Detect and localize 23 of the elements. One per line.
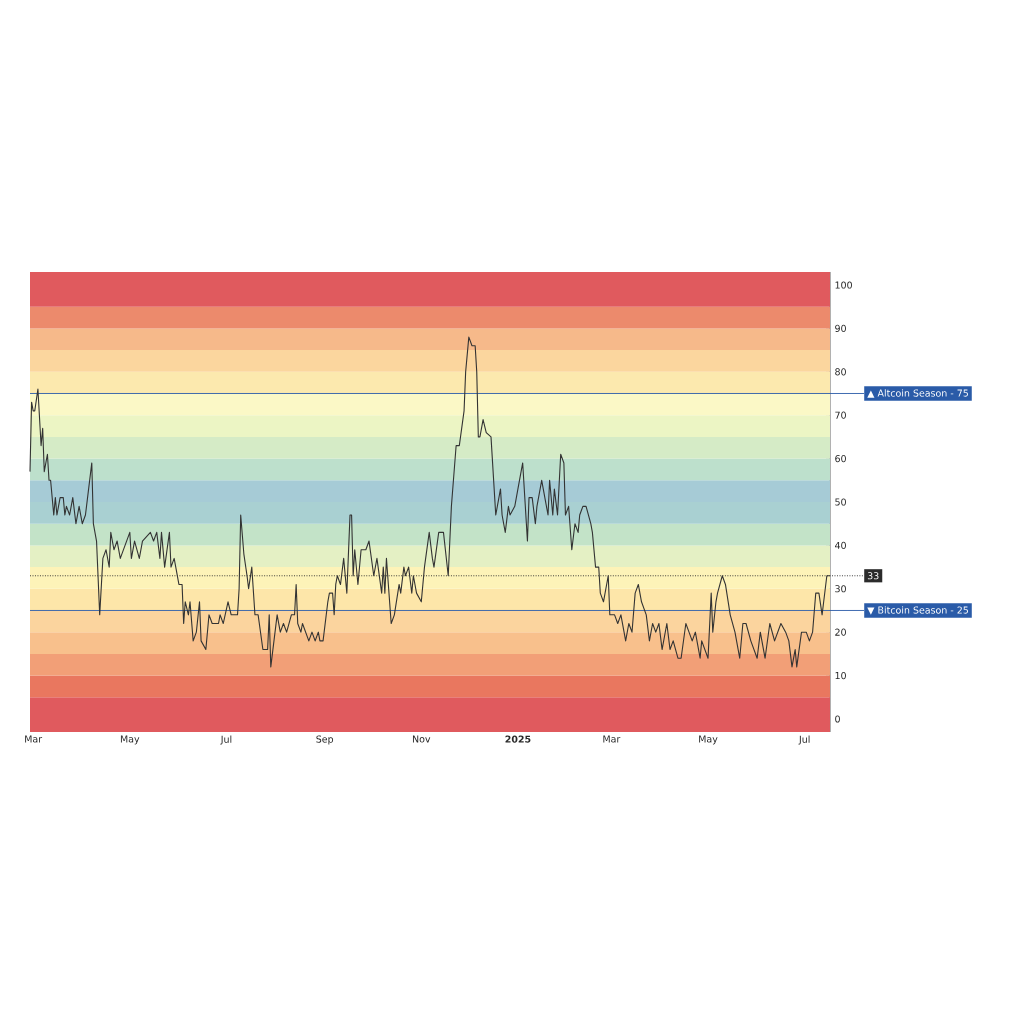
ref-line-label: ▲ Altcoin Season - 75 xyxy=(867,389,968,398)
x-tick-label: 2025 xyxy=(505,735,531,743)
x-tick-label: Nov xyxy=(412,735,431,743)
y-tick-label: 0 xyxy=(835,715,840,723)
y-tick-label: 60 xyxy=(835,455,846,463)
x-tick-label: Sep xyxy=(316,735,334,745)
ref-line-label: ▼ Bitcoin Season - 25 xyxy=(867,606,968,615)
x-tick-label: Mar xyxy=(603,735,621,743)
y-tick-label: 100 xyxy=(835,281,852,289)
y-tick-label: 10 xyxy=(835,671,846,680)
x-tick-label: May xyxy=(699,735,718,745)
y-tick-label: 20 xyxy=(835,628,846,636)
y-tick-label: 40 xyxy=(835,541,846,549)
x-tick-label: May xyxy=(120,735,140,745)
y-tick-label: 30 xyxy=(835,585,846,593)
x-tick-label: Mar xyxy=(25,735,43,743)
ref-line-label: 33 xyxy=(867,572,879,580)
x-tick-label: Jul xyxy=(798,735,810,745)
y-tick-label: 50 xyxy=(835,498,846,506)
y-tick-label: 80 xyxy=(835,368,846,376)
y-tick-label: 90 xyxy=(835,324,846,332)
x-tick-label: Jul xyxy=(220,735,232,745)
y-tick-label: 70 xyxy=(835,411,846,419)
